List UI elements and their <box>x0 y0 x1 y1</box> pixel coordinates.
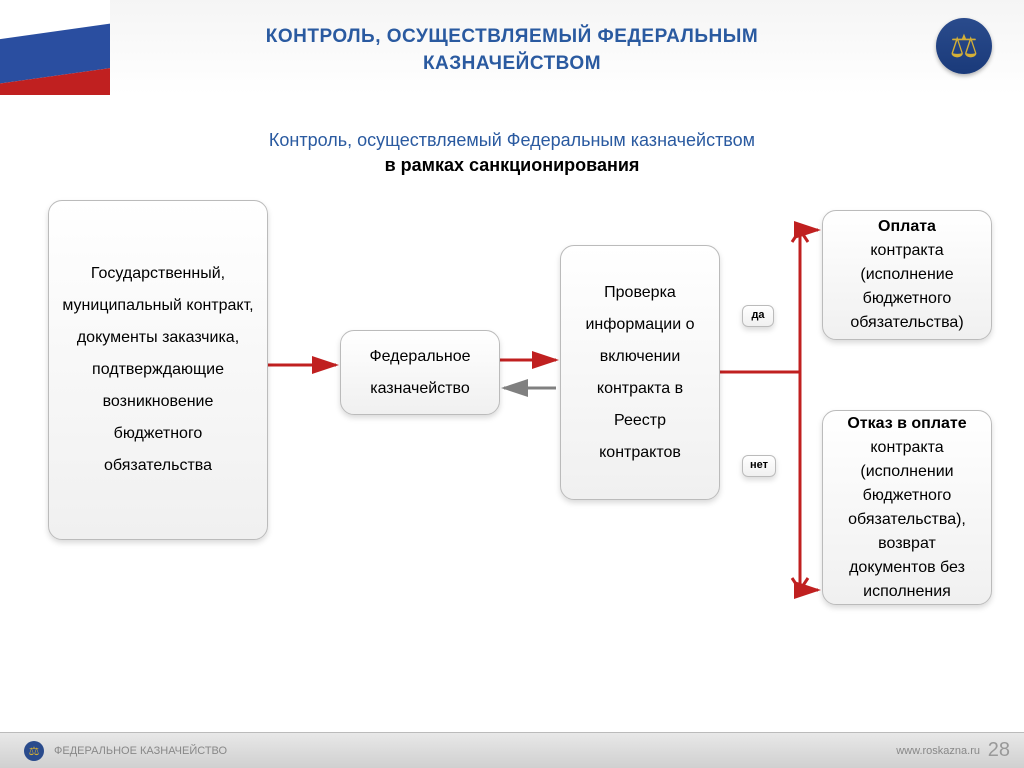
emblem-icon: ⚖ <box>936 18 992 74</box>
node-text: Государственный, муниципальный контракт,… <box>59 258 257 482</box>
footer-url: www.roskazna.ru <box>896 745 980 757</box>
node-federal-treasury: Федеральное казначейство <box>340 330 500 415</box>
node-text: Оплата контракта (исполнение бюджетного … <box>833 215 981 335</box>
node-bold: Оплата <box>878 218 936 235</box>
node-bold: Отказ в оплате <box>847 415 966 432</box>
flowchart: Государственный, муниципальный контракт,… <box>0 190 1024 710</box>
label-text: нет <box>750 459 768 472</box>
node-payment: Оплата контракта (исполнение бюджетного … <box>822 210 992 340</box>
title-line1: КОНТРОЛЬ, ОСУЩЕСТВЛЯЕМЫЙ ФЕДЕРАЛЬНЫМ <box>266 26 758 47</box>
page-title: КОНТРОЛЬ, ОСУЩЕСТВЛЯЕМЫЙ ФЕДЕРАЛЬНЫМ КАЗ… <box>0 24 1024 77</box>
node-rest: контракта (исполнении бюджетного обязате… <box>848 439 966 600</box>
label-text: да <box>751 309 764 322</box>
node-text: Федеральное казначейство <box>351 341 489 405</box>
node-contract-documents: Государственный, муниципальный контракт,… <box>48 200 268 540</box>
label-no: нет <box>742 455 776 477</box>
subtitle-line2: в рамках санкционирования <box>0 155 1024 176</box>
label-yes: да <box>742 305 774 327</box>
node-rest: контракта (исполнение бюджетного обязате… <box>850 242 963 331</box>
footer-org: ФЕДЕРАЛЬНОЕ КАЗНАЧЕЙСТВО <box>54 745 227 757</box>
subtitle-line1: Контроль, осуществляемый Федеральным каз… <box>0 130 1024 151</box>
footer: ⚖ ФЕДЕРАЛЬНОЕ КАЗНАЧЕЙСТВО www.roskazna.… <box>0 732 1024 768</box>
page-number: 28 <box>988 739 1010 762</box>
footer-emblem-icon: ⚖ <box>24 741 44 761</box>
node-text: Отказ в оплате контракта (исполнении бюд… <box>833 412 981 604</box>
subtitle: Контроль, осуществляемый Федеральным каз… <box>0 130 1024 176</box>
node-registry-check: Проверка информации о включении контракт… <box>560 245 720 500</box>
emblem-glyph: ⚖ <box>950 27 979 65</box>
node-rejection: Отказ в оплате контракта (исполнении бюд… <box>822 410 992 605</box>
header-band: КОНТРОЛЬ, ОСУЩЕСТВЛЯЕМЫЙ ФЕДЕРАЛЬНЫМ КАЗ… <box>0 0 1024 95</box>
node-text: Проверка информации о включении контракт… <box>571 277 709 469</box>
title-line2: КАЗНАЧЕЙСТВОМ <box>423 53 601 74</box>
